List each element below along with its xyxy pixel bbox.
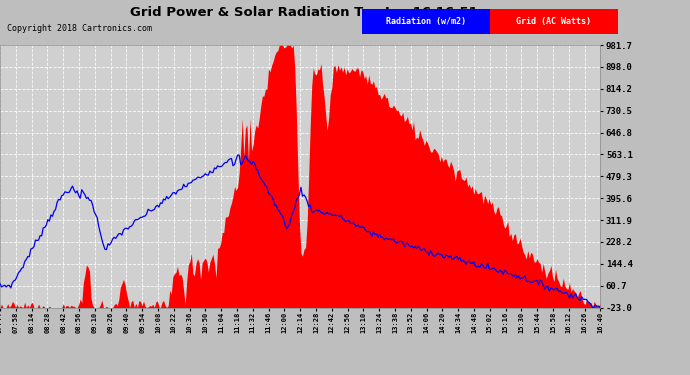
Text: Grid Power & Solar Radiation Tue Jan 16 16:51: Grid Power & Solar Radiation Tue Jan 16 … xyxy=(130,6,477,19)
Text: Grid (AC Watts): Grid (AC Watts) xyxy=(516,17,591,26)
Text: Copyright 2018 Cartronics.com: Copyright 2018 Cartronics.com xyxy=(7,24,152,33)
Text: Radiation (w/m2): Radiation (w/m2) xyxy=(386,17,466,26)
